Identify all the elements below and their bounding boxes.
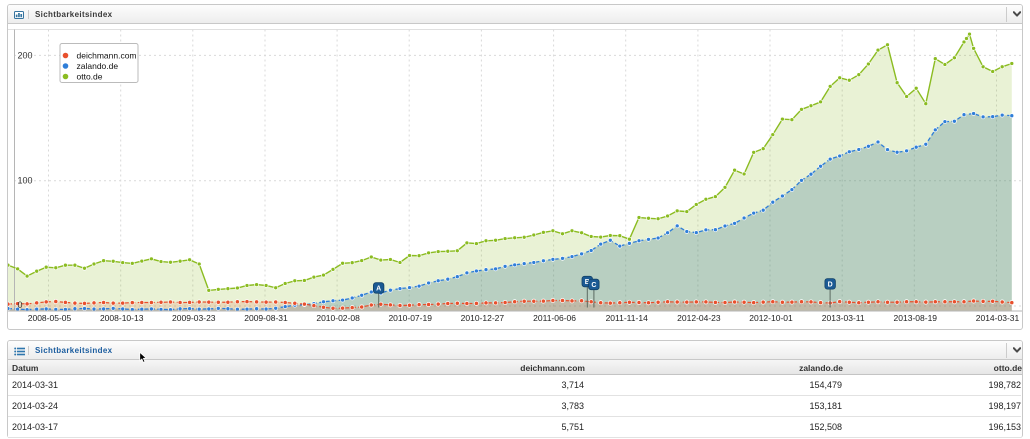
svg-text:2010-07-19: 2010-07-19 [388, 313, 432, 323]
svg-text:C: C [591, 282, 596, 289]
svg-text:2008-10-13: 2008-10-13 [100, 313, 144, 323]
svg-text:deichmann.com: deichmann.com [77, 50, 137, 60]
svg-text:2010-12-27: 2010-12-27 [461, 313, 505, 323]
svg-text:2013-08-19: 2013-08-19 [894, 313, 938, 323]
svg-text:2011-11-14: 2011-11-14 [606, 313, 648, 323]
svg-text:zalando.de: zalando.de [77, 61, 119, 71]
svg-text:0: 0 [18, 300, 23, 310]
svg-text:2009-08-31: 2009-08-31 [244, 313, 288, 323]
svg-text:B: B [585, 279, 590, 286]
svg-text:2011-06-06: 2011-06-06 [533, 313, 576, 323]
svg-text:2010-02-08: 2010-02-08 [316, 313, 360, 323]
svg-text:2009-03-23: 2009-03-23 [172, 313, 216, 323]
svg-text:otto.de: otto.de [77, 71, 103, 81]
svg-text:2012-10-01: 2012-10-01 [749, 313, 793, 323]
svg-text:100: 100 [18, 176, 33, 186]
svg-text:2012-04-23: 2012-04-23 [677, 313, 721, 323]
svg-text:D: D [828, 282, 833, 289]
svg-text:200: 200 [18, 50, 33, 60]
svg-text:A: A [376, 286, 381, 293]
svg-text:2008-05-05: 2008-05-05 [28, 313, 72, 323]
svg-text:2014-03-31: 2014-03-31 [976, 313, 1020, 323]
svg-text:2013-03-11: 2013-03-11 [822, 313, 865, 323]
